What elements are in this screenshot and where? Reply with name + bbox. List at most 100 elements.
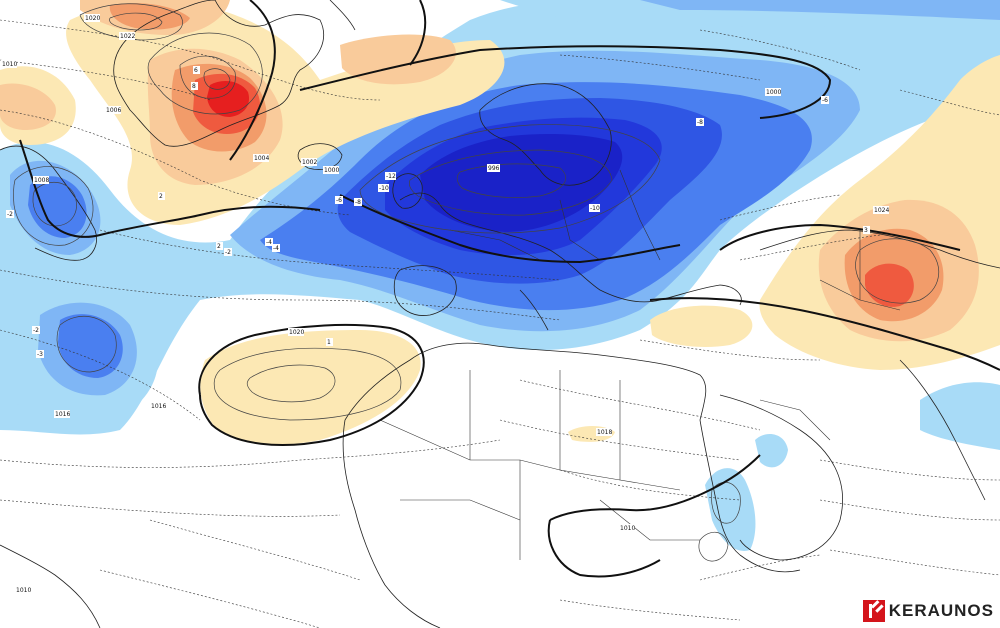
svg-text:1002: 1002 xyxy=(302,159,317,166)
pressure-label-1020a: 1020 xyxy=(84,14,100,22)
anomaly-neg4-region-greenland xyxy=(640,0,1000,20)
pressure-label-1022: 1022 xyxy=(119,32,135,40)
pressure-label-1016b: 1016 xyxy=(54,410,70,418)
isobar-greenland-low-3 xyxy=(203,68,231,90)
anomaly-label-neg4b: -4 xyxy=(272,244,280,252)
pressure-label-1006: 1006 xyxy=(105,106,121,114)
coast-arabia xyxy=(719,394,843,561)
isobar-atlantic-high-1 xyxy=(213,347,402,421)
anomaly-label-pos6: 6 xyxy=(193,66,200,74)
anomaly-label-pos8: 8 xyxy=(191,82,198,90)
coast-horn-africa xyxy=(739,554,801,573)
anomaly-pos4-region-north xyxy=(109,3,190,30)
isobar-21 xyxy=(149,519,361,581)
isobar-atlantic-high-2 xyxy=(246,364,336,403)
coast-africa-north xyxy=(344,342,707,421)
isobar-1010-africa-loop xyxy=(547,519,661,578)
anomaly-neg12-region xyxy=(420,134,623,232)
isobar-west-low-2 xyxy=(32,182,77,227)
anomaly-label-neg12: -12 xyxy=(385,172,396,180)
isobar-europe-low-1 xyxy=(359,124,661,234)
pressure-label-1002: 1002 xyxy=(301,158,317,166)
svg-text:8: 8 xyxy=(192,83,196,90)
svg-text:-6: -6 xyxy=(822,97,828,104)
svg-text:2: 2 xyxy=(159,193,163,200)
anomaly-label-neg2b: -2 xyxy=(32,326,40,334)
pressure-label-1008: 1008 xyxy=(33,176,49,184)
svg-text:1008: 1008 xyxy=(34,177,49,184)
coast-america-south xyxy=(0,544,101,628)
anomaly-pos1-region-med xyxy=(650,305,753,347)
pressure-label-996: 996 xyxy=(487,164,500,172)
anomaly-label-pos1: 1 xyxy=(326,338,333,346)
svg-text:-8: -8 xyxy=(355,199,361,206)
svg-text:1020: 1020 xyxy=(85,15,100,22)
svg-text:2: 2 xyxy=(217,243,221,250)
svg-text:-10: -10 xyxy=(379,185,389,192)
pressure-label-1010b: 1010 xyxy=(619,524,635,532)
isobar-8 xyxy=(0,499,341,517)
anomaly-label-neg2a: -2 xyxy=(6,210,14,218)
coast-europe xyxy=(399,192,742,306)
border-europe-2 xyxy=(559,199,601,261)
isobar-23 xyxy=(559,599,741,621)
anomaly-neg2-region-arabia xyxy=(755,434,788,468)
isobar-sw-low xyxy=(56,316,117,373)
coast-greenland xyxy=(113,0,324,147)
svg-text:-3: -3 xyxy=(37,351,43,358)
coast-asia-east xyxy=(759,229,1000,269)
isobar-greenland-low-2 xyxy=(179,55,236,99)
svg-text:1016: 1016 xyxy=(151,403,166,410)
isobar-1 xyxy=(0,19,381,101)
svg-text:3: 3 xyxy=(864,227,868,234)
anomaly-label-neg8: -8 xyxy=(354,198,362,206)
svg-text:-6: -6 xyxy=(336,197,342,204)
border-africa-7 xyxy=(599,499,700,541)
coast-africa-west xyxy=(342,419,441,628)
svg-text:1000: 1000 xyxy=(766,89,781,96)
svg-text:-4: -4 xyxy=(266,239,272,246)
pressure-label-1000a: 1000 xyxy=(323,166,339,174)
svg-text:1: 1 xyxy=(327,339,331,346)
pressure-label-1016a: 1016 xyxy=(150,402,166,410)
border-africa-5 xyxy=(400,499,521,521)
keraunos-logo-text: KERAUNOS xyxy=(888,601,994,620)
coast-redsea-west xyxy=(699,419,741,556)
svg-text:-2: -2 xyxy=(225,249,231,256)
isobar-6 xyxy=(0,329,201,421)
svg-text:-8: -8 xyxy=(697,119,703,126)
anomaly-label-neg3: -3 xyxy=(36,350,44,358)
isobar-redsea-low xyxy=(711,482,741,524)
isobar-west-low-1 xyxy=(12,166,94,246)
border-europe-1 xyxy=(449,229,541,261)
keraunos-logo-mark-icon xyxy=(862,600,885,622)
positive-anomaly-shading xyxy=(0,0,1000,445)
anomaly-pos2-region-iceland xyxy=(340,34,456,85)
isobar-14 xyxy=(829,549,1000,576)
anomaly-label-neg6b: -6 xyxy=(821,96,829,104)
isobar-18 xyxy=(719,194,841,221)
coast-iberia xyxy=(393,265,457,316)
svg-text:1016: 1016 xyxy=(55,411,70,418)
pressure-label-1000b: 1000 xyxy=(765,88,781,96)
isobar-13 xyxy=(819,499,1000,521)
isobar-24 xyxy=(699,554,821,581)
pressure-label-1020b: 1020 xyxy=(288,328,304,336)
border-africa-4 xyxy=(619,380,681,491)
isobar-1016-west xyxy=(19,139,321,238)
svg-text:996: 996 xyxy=(488,165,500,172)
svg-text:1020: 1020 xyxy=(289,329,304,336)
isobar-22 xyxy=(99,569,321,628)
anomaly-label-pos2b: 2 xyxy=(158,192,165,200)
isobar-5 xyxy=(0,269,561,321)
svg-text:-2: -2 xyxy=(33,327,39,334)
pressure-label-1004: 1004 xyxy=(253,154,269,162)
isobar-north-low-2 xyxy=(109,12,163,31)
border-europe-3 xyxy=(619,169,661,261)
isobar-12 xyxy=(819,459,1000,481)
isobar-1010-arctic xyxy=(229,0,276,161)
svg-text:1010: 1010 xyxy=(620,525,635,532)
